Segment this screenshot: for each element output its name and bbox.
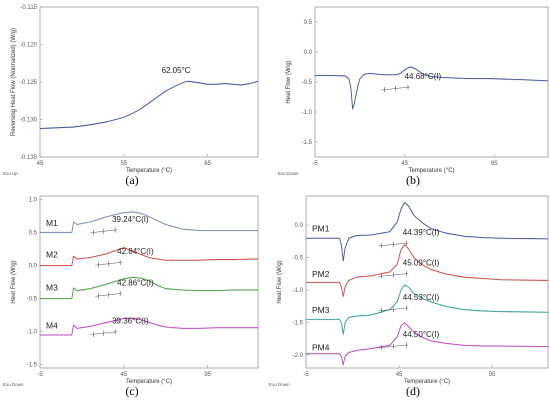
y-tick-label: -0.125 bbox=[20, 80, 38, 86]
x-tick-label: -5 bbox=[312, 161, 318, 167]
y-tick-label: 0.5 bbox=[29, 230, 38, 236]
y-tick-label: -1.5 bbox=[302, 140, 313, 146]
y-axis-label: Reversing Heat Flow (Normalized) (W/g) bbox=[11, 28, 17, 136]
series-overlay-4 bbox=[306, 322, 549, 366]
panel-caption: (d) bbox=[406, 384, 420, 398]
series-overlay-4 bbox=[40, 318, 258, 336]
x-tick-label: 45 bbox=[396, 372, 403, 378]
plot-frame bbox=[305, 195, 549, 369]
exo-direction-label: Exo Down bbox=[269, 382, 290, 387]
transition-temperature-label: 45.09°C(I) bbox=[403, 258, 440, 267]
y-tick-label: -0.5 bbox=[302, 80, 313, 86]
y-tick-label: -1.5 bbox=[293, 321, 304, 327]
x-tick-label: 65 bbox=[204, 161, 211, 167]
series-overlay-1 bbox=[306, 202, 549, 262]
series-overlay-2 bbox=[306, 245, 549, 298]
y-tick-label: -0.135 bbox=[20, 155, 38, 161]
x-axis-label: Temperature (°C) bbox=[126, 168, 172, 174]
series-overlay-2 bbox=[40, 248, 259, 267]
y-tick-label: 0.0 bbox=[29, 263, 38, 269]
series-overlay-3 bbox=[306, 285, 549, 335]
series-overlay-1 bbox=[40, 212, 258, 234]
series-label: M1 bbox=[46, 218, 58, 228]
plot-frame bbox=[39, 195, 259, 369]
series-label: M4 bbox=[46, 320, 58, 330]
panel-a: 45 55 65 -0.115 -0.120 -0.125 -0.130 -0.135 Temp… bbox=[3, 5, 259, 187]
y-tick-label: 0.0 bbox=[304, 50, 313, 56]
y-tick-label: -1.0 bbox=[293, 288, 304, 294]
series-label: M2 bbox=[46, 250, 58, 260]
panel-caption: (b) bbox=[406, 173, 420, 187]
exo-direction-label: Exo Down bbox=[3, 382, 24, 387]
series-label: PM2 bbox=[312, 269, 330, 279]
x-tick-label: 45 bbox=[37, 161, 44, 167]
x-tick-label: 95 bbox=[491, 161, 498, 167]
series-overlay-3 bbox=[40, 277, 258, 300]
y-axis-label: Heat Flow (W/g) bbox=[11, 260, 17, 303]
x-tick-label: 45 bbox=[401, 161, 408, 167]
x-tick-label: -5 bbox=[37, 372, 43, 378]
transition-temperature-label: 39.24°C(I) bbox=[112, 215, 149, 224]
transition-temperature-label: 44.68°C(I) bbox=[405, 72, 442, 81]
series-overlay-1 bbox=[315, 67, 549, 110]
exo-direction-label: Exo Down bbox=[278, 171, 299, 176]
series-line-4 bbox=[40, 317, 258, 336]
transition-temperature-label: 42.86°C(I) bbox=[117, 278, 154, 287]
y-tick-label: -0.5 bbox=[27, 297, 38, 303]
series-label: PM3 bbox=[312, 305, 330, 315]
x-tick-label: 55 bbox=[121, 161, 128, 167]
x-tick-label: -5 bbox=[303, 372, 309, 378]
x-tick-label: 95 bbox=[489, 372, 496, 378]
series-label: PM4 bbox=[312, 342, 330, 352]
exo-direction-label: Exo Up bbox=[3, 171, 18, 176]
y-tick-label: -2.0 bbox=[293, 353, 304, 359]
y-tick-label: 0.5 bbox=[304, 20, 313, 26]
y-tick-label: -0.5 bbox=[293, 256, 304, 262]
y-tick-label: -0.115 bbox=[20, 5, 37, 11]
y-tick-label: -0.130 bbox=[20, 118, 38, 124]
series-line-1 bbox=[39, 80, 259, 129]
transition-temperature-label: 44.39°C(I) bbox=[403, 228, 440, 237]
y-tick-label: -0.120 bbox=[20, 43, 38, 49]
transition-temperature-label: 44.53°C(I) bbox=[403, 293, 440, 302]
x-axis-label: Temperature (°C) bbox=[408, 168, 454, 174]
x-axis-label: Temperature (°C) bbox=[126, 379, 172, 385]
panel-caption: (c) bbox=[125, 384, 138, 398]
y-axis-label: Heat Flow (W/g) bbox=[277, 260, 283, 303]
y-axis-label: Heat Flow (W/g) bbox=[286, 60, 292, 103]
transition-temperature-label: 42.84°C(I) bbox=[117, 247, 154, 256]
panel-c: -5 45 95 1.0 0.5 0.0 -0.5 -1.0 -1.5 Temperature (… bbox=[3, 195, 259, 398]
plot-frame bbox=[39, 6, 259, 158]
x-tick-label: 45 bbox=[121, 372, 128, 378]
y-tick-label: -1.0 bbox=[27, 330, 38, 336]
transition-temperature-label: 44.50°C(I) bbox=[403, 330, 440, 339]
transition-temperature-label: 62.05°C bbox=[162, 66, 191, 75]
panel-b: -5 45 95 0.5 0.0 -0.5 -1.0 -1.5 Temperature (°C)… bbox=[278, 6, 549, 187]
y-tick-label: -1.5 bbox=[27, 363, 38, 369]
y-tick-label: -1.0 bbox=[302, 110, 313, 116]
series-label: PM1 bbox=[312, 224, 330, 234]
transition-temperature-label: 39.36°C(I) bbox=[112, 317, 149, 326]
series-line-1 bbox=[40, 211, 258, 233]
x-tick-label: 95 bbox=[204, 372, 211, 378]
series-label: M3 bbox=[46, 283, 58, 293]
y-tick-label: 0.0 bbox=[295, 223, 304, 229]
x-axis-label: Temperature (°C) bbox=[404, 379, 450, 385]
panel-caption: (a) bbox=[125, 173, 138, 187]
y-tick-label: 1.0 bbox=[29, 197, 38, 203]
series-overlay-1 bbox=[39, 81, 259, 130]
panel-d: -5 45 95 0.0 -0.5 -1.0 -1.5 -2.0 Temperature (°C… bbox=[269, 195, 549, 398]
